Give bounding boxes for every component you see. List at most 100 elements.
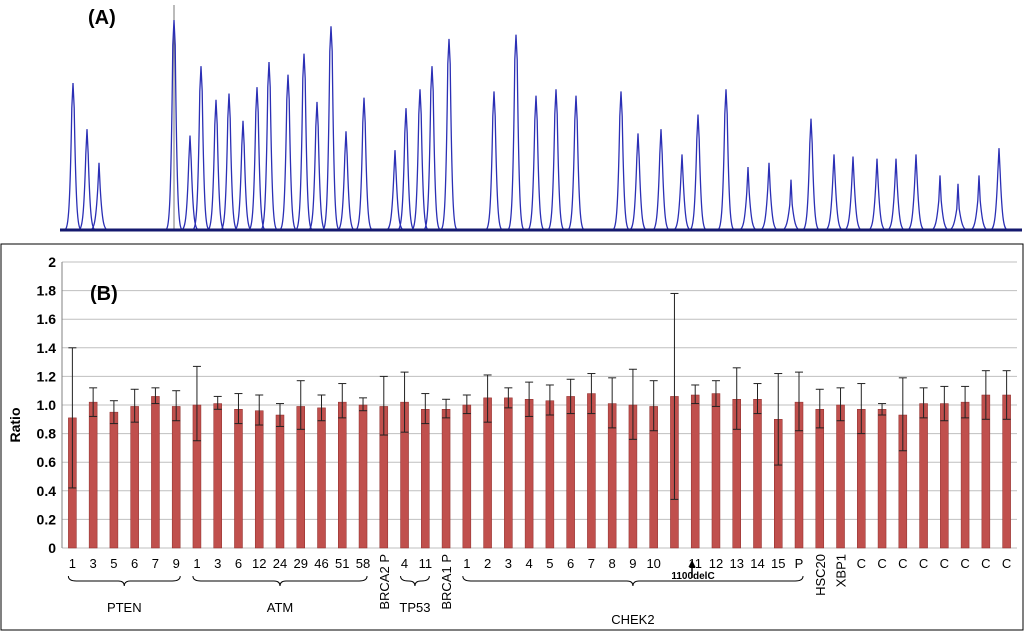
bar [171, 406, 181, 549]
bar [275, 414, 285, 549]
y-axis-label: Ratio [7, 408, 23, 443]
x-tick-label: 6 [131, 556, 138, 571]
trace-peak [354, 97, 374, 231]
trace-peak [219, 93, 239, 231]
trace-peak [89, 162, 109, 231]
peak-trace [60, 5, 1022, 232]
error-bars [68, 292, 1011, 500]
bar [940, 403, 949, 549]
bar [254, 410, 264, 549]
bar [690, 394, 700, 549]
group-label: CHEK2 [611, 612, 654, 627]
bar [711, 393, 721, 549]
trace-peak [336, 131, 356, 231]
trace-peak [526, 95, 546, 231]
bar [462, 404, 472, 549]
bar [109, 411, 119, 549]
x-tick-label: 11 [419, 556, 433, 571]
x-tick-label: 3 [90, 556, 97, 571]
x-tick-label: 29 [294, 556, 308, 571]
x-tick-label: 46 [314, 556, 328, 571]
bar [421, 409, 430, 549]
x-tick-label: BRCA1 P [439, 554, 454, 610]
group-brace [192, 575, 368, 587]
x-tick-label: 51 [335, 556, 349, 571]
trace-peak [546, 89, 566, 231]
x-tick-label: 4 [401, 556, 408, 571]
bar [877, 409, 887, 549]
panel-a-electropherogram: (A) [60, 5, 1022, 232]
y-tick-label: 0.8 [37, 426, 57, 442]
y-tick-label: 1.8 [37, 283, 57, 299]
y-tick-label: 1.0 [37, 397, 57, 413]
x-tick-label: C [877, 556, 886, 571]
x-tick-label: 15 [771, 556, 785, 571]
group-label: TP53 [399, 600, 430, 615]
x-tick-label: 1 [463, 556, 470, 571]
trace-peak [989, 148, 1009, 231]
bar [358, 404, 368, 549]
trace-peak [410, 89, 430, 231]
bar [566, 396, 575, 549]
x-tick-label: 5 [110, 556, 117, 571]
group-brace [462, 575, 804, 587]
panel-b-bar-chart: 00.20.40.60.81.01.21.41.61.82 Ratio (B) … [0, 243, 1024, 631]
y-tick-label: 1.4 [37, 340, 57, 356]
bar [234, 409, 243, 549]
x-tick-label: 58 [356, 556, 370, 571]
y-tick-label: 1.6 [37, 311, 57, 327]
trace-peak [233, 120, 253, 231]
trace-peak [906, 154, 926, 231]
x-tick-label: 7 [588, 556, 595, 571]
gridlines [61, 261, 1017, 549]
bar [504, 397, 513, 549]
annotation-1100delc: 1100delC [671, 560, 715, 582]
trace-peak [886, 158, 906, 231]
trace-peak [651, 129, 671, 231]
group-braces: PTEN ATM TP53 CHEK2 [67, 575, 804, 627]
x-tick-label: 3 [214, 556, 221, 571]
x-tick-label: 5 [546, 556, 553, 571]
trace-peak [824, 154, 844, 231]
x-tick-label: C [940, 556, 949, 571]
trace-peak [672, 154, 692, 231]
trace-peak [716, 89, 736, 231]
bar [960, 401, 970, 549]
trace-peak [396, 108, 416, 231]
y-tick-label: 0 [48, 540, 56, 556]
bar [753, 399, 762, 549]
annotation-arrow-head [688, 560, 696, 567]
group-brace [400, 575, 430, 587]
x-tick-label: 1 [69, 556, 76, 571]
panel-b-frame [0, 243, 1024, 631]
trace-peak [781, 179, 801, 231]
trace-peak [180, 135, 200, 231]
group-label: ATM [267, 600, 293, 615]
bar [919, 403, 928, 549]
x-tick-label: 12 [252, 556, 266, 571]
x-tick-label: 9 [629, 556, 636, 571]
x-tick-label: C [1002, 556, 1011, 571]
trace-peak [688, 114, 708, 231]
x-tick-label: C [857, 556, 866, 571]
trace-peak [294, 53, 314, 231]
x-tick-label: C [960, 556, 969, 571]
bar [213, 403, 222, 549]
panel-b-label: (B) [90, 283, 118, 305]
trace-peak [628, 133, 648, 231]
trace-peak [759, 162, 779, 231]
trace-peak [206, 99, 226, 231]
trace-peak [439, 38, 459, 231]
bar [151, 396, 160, 549]
x-tick-label: 8 [609, 556, 616, 571]
x-tick-label: 14 [750, 556, 764, 571]
x-tick-label: XBP1 [834, 554, 849, 587]
x-tick-label: 10 [646, 556, 660, 571]
x-tick-label: 6 [235, 556, 242, 571]
y-tick-label: 0.2 [37, 511, 57, 527]
trace-peak [969, 175, 989, 231]
bar [88, 401, 98, 549]
y-axis-ticks: 0 0.2 0.4 0.6 0.8 1.0 1.2 1.4 1.6 1.8 2 [37, 254, 57, 556]
